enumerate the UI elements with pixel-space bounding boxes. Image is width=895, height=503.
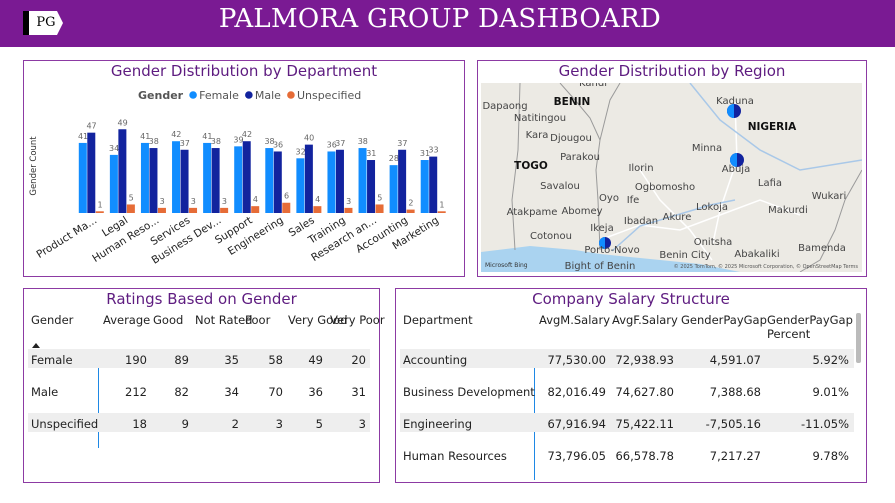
- column-header: GenderPayGap Percent: [767, 313, 853, 341]
- table-cell: 2: [231, 417, 239, 431]
- header-bar: PG PALMORA GROUP DASHBOARD: [0, 0, 895, 47]
- chart-title: Gender Distribution by Department: [110, 62, 378, 80]
- row-label: Male: [31, 385, 59, 399]
- column-header: Average: [103, 313, 151, 327]
- row-label: Business Development: [403, 385, 535, 399]
- table-cell: 77,530.00: [547, 353, 606, 367]
- table-cell: 74,627.80: [615, 385, 674, 399]
- table-cell: 66,578.78: [615, 449, 674, 463]
- salary-panel: Company Salary Structure Department AvgM.…: [395, 288, 867, 483]
- sort-arrow: [32, 343, 40, 348]
- column-header: AvgM.Salary: [539, 313, 610, 327]
- table-cell: 9.01%: [812, 385, 849, 399]
- table-cell: 35: [224, 353, 239, 367]
- column-header: Gender: [31, 313, 74, 327]
- row-background: [28, 349, 370, 368]
- table-cell: 89: [174, 353, 189, 367]
- row-label: Female: [31, 353, 73, 367]
- table-cell: 20: [351, 353, 366, 367]
- table-cell: 36: [308, 385, 323, 399]
- dashboard-title: PALMORA GROUP DASHBOARD: [218, 4, 662, 34]
- table-cell: -11.05%: [801, 417, 849, 431]
- table-title: Ratings Based on Gender: [106, 290, 297, 308]
- column-header: Department: [403, 313, 473, 327]
- vertical-divider: [98, 350, 99, 448]
- table-cell: 82,016.49: [547, 385, 606, 399]
- table-cell: 58: [268, 353, 283, 367]
- table-cell: 73,796.05: [547, 449, 606, 463]
- table-cell: 31: [351, 385, 366, 399]
- table-cell: 5: [315, 417, 323, 431]
- table-cell: 212: [125, 385, 147, 399]
- table-cell: 7,388.68: [709, 385, 761, 399]
- scrollbar: [856, 313, 861, 363]
- row-background: [400, 413, 854, 432]
- column-header: AvgF.Salary: [612, 313, 678, 327]
- table-cell: 49: [308, 353, 323, 367]
- row-label: Human Resources: [403, 449, 507, 463]
- table-cell: 72,938.93: [615, 353, 674, 367]
- column-header: Very Good: [288, 313, 348, 327]
- table-cell: 7,217.27: [709, 449, 761, 463]
- table-cell: 75,422.11: [615, 417, 674, 431]
- row-label: Unspecified: [31, 417, 99, 431]
- table-title: Company Salary Structure: [532, 290, 730, 308]
- table-cell: 18: [132, 417, 147, 431]
- column-header: Good: [153, 313, 184, 327]
- column-header: Very Poor: [330, 313, 385, 327]
- table-cell: 82: [174, 385, 189, 399]
- table-cell: 3: [358, 417, 366, 431]
- column-header: Poor: [245, 313, 271, 327]
- table-cell: 9.78%: [812, 449, 849, 463]
- table-cell: 70: [268, 385, 283, 399]
- row-background: [400, 349, 854, 368]
- column-header: GenderPayGap: [681, 313, 767, 327]
- table-cell: 190: [125, 353, 147, 367]
- table-cell: 34: [224, 385, 239, 399]
- map-title: Gender Distribution by Region: [558, 62, 786, 80]
- row-label: Accounting: [403, 353, 468, 367]
- table-cell: 4,591.07: [709, 353, 761, 367]
- table-cell: 9: [181, 417, 189, 431]
- table-cell: -7,505.16: [705, 417, 761, 431]
- table-cell: 67,916.94: [547, 417, 606, 431]
- row-label: Engineering: [403, 417, 472, 431]
- ratings-panel: Ratings Based on Gender Gender Average Goo…: [23, 288, 385, 483]
- column-header: Not Rated: [195, 313, 253, 327]
- map-panel: Gender Distribution by Region: [477, 60, 867, 277]
- table-cell: 5.92%: [812, 353, 849, 367]
- bar-panel: Gender Distribution by Department: [23, 60, 465, 277]
- logo: PG: [23, 11, 63, 35]
- row-background: [28, 413, 370, 432]
- table-cell: 3: [275, 417, 283, 431]
